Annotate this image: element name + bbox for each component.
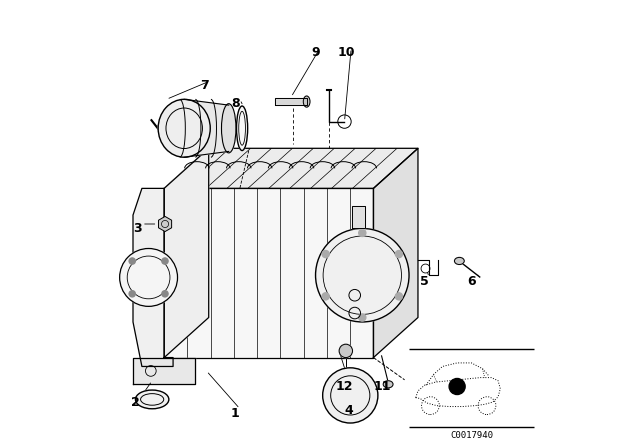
Polygon shape	[275, 98, 307, 105]
Text: 8: 8	[231, 97, 240, 110]
Ellipse shape	[221, 103, 236, 153]
Ellipse shape	[383, 381, 393, 388]
Text: 6: 6	[467, 276, 476, 289]
Polygon shape	[164, 188, 373, 358]
Circle shape	[322, 250, 329, 258]
Ellipse shape	[303, 96, 310, 107]
Text: 3: 3	[133, 222, 142, 235]
Text: 2: 2	[131, 396, 140, 409]
Circle shape	[449, 379, 465, 395]
Text: 4: 4	[344, 404, 353, 417]
Polygon shape	[159, 216, 172, 232]
Text: C0017940: C0017940	[450, 431, 493, 440]
Text: 12: 12	[336, 380, 353, 393]
Circle shape	[316, 228, 409, 322]
Polygon shape	[373, 148, 418, 358]
Polygon shape	[164, 148, 209, 358]
Text: 1: 1	[231, 407, 240, 420]
Polygon shape	[164, 148, 418, 188]
Ellipse shape	[454, 258, 464, 264]
Ellipse shape	[237, 106, 248, 151]
Circle shape	[129, 291, 135, 297]
Circle shape	[129, 258, 135, 264]
Circle shape	[323, 368, 378, 423]
Circle shape	[359, 314, 366, 321]
Text: 5: 5	[420, 276, 429, 289]
Text: 7: 7	[200, 79, 209, 92]
Circle shape	[339, 344, 353, 358]
Polygon shape	[184, 99, 228, 157]
Circle shape	[396, 293, 403, 300]
Text: 9: 9	[311, 46, 320, 59]
Text: 11: 11	[374, 380, 391, 393]
Polygon shape	[133, 358, 195, 384]
Text: 10: 10	[338, 46, 355, 59]
Polygon shape	[352, 206, 365, 228]
Polygon shape	[133, 188, 173, 366]
Circle shape	[162, 258, 168, 264]
Circle shape	[322, 293, 329, 300]
Ellipse shape	[136, 390, 169, 409]
Ellipse shape	[158, 99, 211, 157]
Circle shape	[396, 250, 403, 258]
Circle shape	[162, 291, 168, 297]
Circle shape	[120, 249, 177, 306]
Circle shape	[359, 229, 366, 237]
